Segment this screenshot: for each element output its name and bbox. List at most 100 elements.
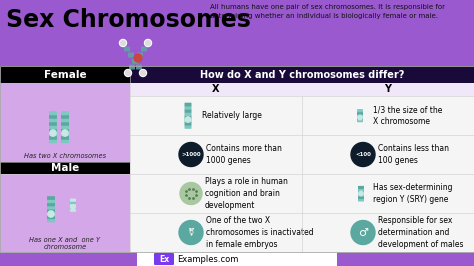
FancyBboxPatch shape <box>47 196 55 200</box>
Text: Contains less than
100 genes: Contains less than 100 genes <box>378 144 449 165</box>
FancyBboxPatch shape <box>358 186 364 189</box>
Text: Plays a role in human
cognition and brain
development: Plays a role in human cognition and brai… <box>205 177 288 210</box>
FancyBboxPatch shape <box>130 66 474 83</box>
Text: ♂: ♂ <box>358 227 368 238</box>
Text: Examples.com: Examples.com <box>177 255 238 264</box>
FancyBboxPatch shape <box>184 103 191 106</box>
FancyBboxPatch shape <box>357 112 363 115</box>
Circle shape <box>179 143 203 167</box>
Text: Relatively large: Relatively large <box>202 111 262 120</box>
FancyBboxPatch shape <box>130 83 474 96</box>
FancyBboxPatch shape <box>154 253 174 265</box>
FancyBboxPatch shape <box>358 193 364 197</box>
FancyBboxPatch shape <box>61 132 69 136</box>
FancyBboxPatch shape <box>140 70 146 76</box>
FancyBboxPatch shape <box>184 122 191 126</box>
FancyBboxPatch shape <box>133 59 139 64</box>
FancyBboxPatch shape <box>61 136 69 140</box>
FancyBboxPatch shape <box>47 209 55 213</box>
Circle shape <box>185 117 191 122</box>
FancyBboxPatch shape <box>47 215 55 219</box>
Circle shape <box>145 39 152 47</box>
Circle shape <box>126 70 130 76</box>
Circle shape <box>351 143 375 167</box>
FancyBboxPatch shape <box>49 122 57 126</box>
Text: One of the two X
chromosomes is inactivated
in female embryos: One of the two X chromosomes is inactiva… <box>206 216 314 249</box>
Circle shape <box>62 130 68 136</box>
Circle shape <box>146 40 151 45</box>
FancyBboxPatch shape <box>47 212 55 216</box>
FancyBboxPatch shape <box>136 64 142 69</box>
Text: X: X <box>212 85 220 94</box>
FancyBboxPatch shape <box>70 204 76 207</box>
Text: Ex: Ex <box>159 255 169 264</box>
FancyBboxPatch shape <box>125 70 131 76</box>
FancyBboxPatch shape <box>49 115 57 119</box>
Circle shape <box>140 70 146 76</box>
Text: How do X and Y chromosomes differ?: How do X and Y chromosomes differ? <box>200 69 404 80</box>
Circle shape <box>180 182 202 205</box>
FancyBboxPatch shape <box>130 66 474 252</box>
FancyBboxPatch shape <box>61 122 69 126</box>
FancyBboxPatch shape <box>358 188 364 192</box>
Circle shape <box>48 211 54 217</box>
Text: ⚧: ⚧ <box>188 228 194 237</box>
Text: Y: Y <box>384 85 392 94</box>
FancyBboxPatch shape <box>357 109 363 112</box>
FancyBboxPatch shape <box>145 40 151 45</box>
FancyBboxPatch shape <box>184 125 191 129</box>
FancyBboxPatch shape <box>184 106 191 110</box>
Circle shape <box>358 115 362 120</box>
FancyBboxPatch shape <box>47 203 55 206</box>
Circle shape <box>351 221 375 244</box>
FancyBboxPatch shape <box>137 52 143 57</box>
FancyBboxPatch shape <box>61 118 69 122</box>
FancyBboxPatch shape <box>70 199 76 202</box>
Text: Sex Chromosomes: Sex Chromosomes <box>6 8 251 32</box>
Text: >1000: >1000 <box>181 152 201 157</box>
FancyBboxPatch shape <box>49 139 57 143</box>
FancyBboxPatch shape <box>137 252 337 266</box>
Text: All humans have one pair of sex chromosomes. It is responsible for
determining w: All humans have one pair of sex chromoso… <box>210 4 445 19</box>
FancyBboxPatch shape <box>47 200 55 203</box>
FancyBboxPatch shape <box>184 109 191 113</box>
Circle shape <box>179 221 203 244</box>
FancyBboxPatch shape <box>49 125 57 129</box>
FancyBboxPatch shape <box>70 206 76 209</box>
FancyBboxPatch shape <box>47 206 55 210</box>
FancyBboxPatch shape <box>184 119 191 122</box>
FancyBboxPatch shape <box>184 115 191 119</box>
Circle shape <box>120 40 126 45</box>
FancyBboxPatch shape <box>128 52 134 57</box>
FancyBboxPatch shape <box>0 66 130 83</box>
FancyBboxPatch shape <box>0 0 474 66</box>
Circle shape <box>359 191 363 196</box>
FancyBboxPatch shape <box>49 136 57 140</box>
Text: Responsible for sex
determination and
development of males: Responsible for sex determination and de… <box>378 216 464 249</box>
FancyBboxPatch shape <box>61 129 69 133</box>
Text: Female: Female <box>44 69 86 80</box>
Text: Contains more than
1000 genes: Contains more than 1000 genes <box>206 144 282 165</box>
FancyBboxPatch shape <box>358 196 364 199</box>
FancyBboxPatch shape <box>70 209 76 212</box>
FancyBboxPatch shape <box>141 47 147 52</box>
Text: Has sex-determining
region Y (SRY) gene: Has sex-determining region Y (SRY) gene <box>373 183 453 204</box>
Circle shape <box>125 69 131 77</box>
Text: Has one X and  one Y
chromosome: Has one X and one Y chromosome <box>29 237 100 250</box>
Text: <100: <100 <box>355 152 371 157</box>
FancyBboxPatch shape <box>0 162 130 174</box>
FancyBboxPatch shape <box>132 59 138 64</box>
Circle shape <box>134 54 142 62</box>
FancyBboxPatch shape <box>49 132 57 136</box>
Text: Male: Male <box>51 163 79 173</box>
FancyBboxPatch shape <box>61 139 69 143</box>
FancyBboxPatch shape <box>357 114 363 117</box>
FancyBboxPatch shape <box>184 112 191 116</box>
FancyBboxPatch shape <box>357 119 363 122</box>
FancyBboxPatch shape <box>358 198 364 202</box>
FancyBboxPatch shape <box>49 111 57 115</box>
FancyBboxPatch shape <box>129 64 135 69</box>
FancyBboxPatch shape <box>70 201 76 204</box>
FancyBboxPatch shape <box>61 115 69 119</box>
Circle shape <box>71 205 75 209</box>
